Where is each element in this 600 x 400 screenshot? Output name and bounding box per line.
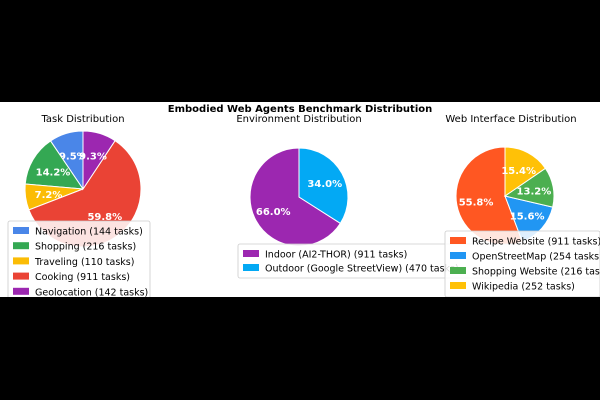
pie-slice-task-distribution-4 [82, 130, 116, 191]
chart-title-environment: Environment Distribution [236, 114, 361, 125]
pie-label-environment-distribution-1: 34.0% [307, 179, 342, 190]
legend-label-environment-distribution-0: Indoor (AI2-THOR) (911 tasks) [265, 250, 407, 261]
pie-label-task-distribution-4: 9.3% [79, 152, 107, 163]
pie-label-environment-distribution-0: 66.0% [256, 207, 291, 218]
legend-label-task-distribution-0: Navigation (144 tasks) [35, 227, 143, 238]
legend-label-web-interface-distribution-0: Recipe Website (911 tasks) [472, 237, 600, 248]
legend-label-task-distribution-4: Geolocation (142 tasks) [35, 287, 148, 297]
legend-swatch-web-interface-distribution-0 [450, 237, 466, 244]
pie-label-web-interface-distribution-0: 55.8% [459, 197, 494, 208]
pie-slice-environment-distribution-0 [249, 147, 342, 247]
legend-swatch-environment-distribution-0 [243, 250, 259, 257]
chart-title-web-interface: Web Interface Distribution [445, 114, 576, 125]
legend-swatch-web-interface-distribution-2 [450, 267, 466, 274]
pie-slice-environment-distribution-1 [298, 147, 349, 225]
legend-label-task-distribution-1: Shopping (216 tasks) [35, 242, 136, 253]
legend-swatch-web-interface-distribution-3 [450, 282, 466, 289]
legend-label-environment-distribution-1: Outdoor (Google StreetView) (470 tasks) [265, 264, 459, 275]
legend-swatch-task-distribution-4 [13, 287, 29, 295]
pie-label-web-interface-distribution-1: 15.6% [510, 211, 545, 222]
pie-label-web-interface-distribution-2: 13.2% [517, 187, 552, 198]
pie-label-task-distribution-0: 9.5% [59, 152, 87, 163]
legends-group: Navigation (144 tasks) Shopping (216 task… [7, 220, 600, 304]
legend-swatch-task-distribution-3 [13, 272, 29, 280]
pie-label-task-distribution-3: 59.8% [87, 212, 122, 223]
pie-label-web-interface-distribution-3: 15.4% [501, 166, 536, 177]
legend-swatch-task-distribution-1 [13, 242, 29, 250]
pie-slice-task-distribution-1 [24, 140, 85, 190]
legend-label-task-distribution-3: Cooking (911 tasks) [35, 272, 130, 283]
pie-label-task-distribution-2: 7.2% [35, 190, 63, 201]
legend-swatch-task-distribution-2 [13, 257, 29, 265]
legend-swatch-environment-distribution-1 [243, 264, 259, 271]
figure-panel: Embodied Web Agents Benchmark Distributi… [0, 102, 600, 304]
pies-group: 9.5% 14.2% 7.2% 59.8% 9.3% 66.0% 34.0% 55.8% 15.… [24, 130, 555, 248]
legend-label-web-interface-distribution-2: Shopping Website (216 tasks) [472, 267, 600, 278]
figure-title: Embodied Web Agents Benchmark Distributi… [168, 104, 433, 115]
legend-label-web-interface-distribution-1: OpenStreetMap (254 tasks) [472, 252, 600, 263]
chart-title-task: Task Distribution [40, 114, 124, 125]
pie-slice-web-interface-distribution-3 [504, 146, 547, 197]
legend-swatch-task-distribution-0 [13, 227, 29, 234]
legend-swatch-web-interface-distribution-1 [450, 252, 466, 259]
chart-canvas: Embodied Web Agents Benchmark Distributi… [7, 104, 600, 304]
legend-label-task-distribution-2: Traveling (110 tasks) [34, 257, 134, 268]
pie-label-task-distribution-1: 14.2% [36, 167, 71, 178]
legend-label-web-interface-distribution-3: Wikipedia (252 tasks) [472, 282, 575, 293]
